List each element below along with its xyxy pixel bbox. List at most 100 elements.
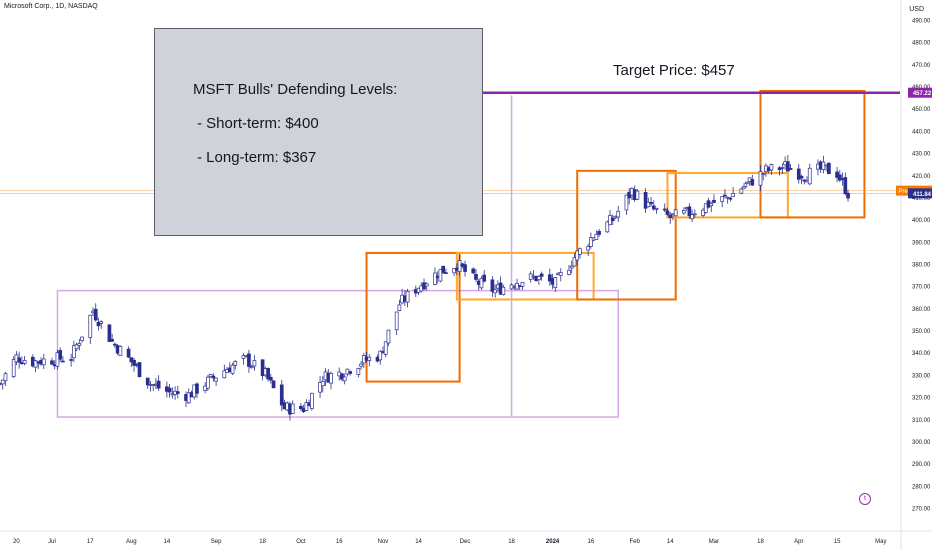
candle-up — [520, 282, 525, 287]
candle-up — [0, 379, 5, 385]
symbol-title: Microsoft Corp., 1D, NASDAQ — [4, 3, 98, 10]
x-tick-label: Mar — [709, 539, 719, 545]
candle-up — [99, 321, 104, 324]
zone-box — [56, 289, 619, 418]
candle-down — [799, 175, 804, 179]
candle-down — [271, 380, 276, 389]
candle-up — [342, 376, 347, 382]
y-tick-label: 350.00 — [912, 329, 931, 335]
x-tick-label: 18 — [757, 539, 764, 545]
candle-down — [846, 192, 850, 199]
candle-up — [386, 329, 391, 344]
candle-down — [651, 205, 656, 210]
candle-up — [553, 277, 558, 289]
candle-down — [107, 324, 112, 342]
x-tick-label: Jul — [48, 539, 56, 545]
candle-up — [424, 283, 429, 287]
y-tick-label: 470.00 — [912, 63, 931, 69]
zone-box — [759, 89, 866, 219]
candle-up — [769, 164, 774, 171]
candle-down — [260, 359, 265, 377]
candle-up — [206, 376, 210, 389]
candle-up — [186, 392, 191, 404]
candle-down — [145, 377, 150, 386]
candle-down — [348, 371, 353, 374]
candle-up — [558, 272, 563, 276]
candle-up — [405, 291, 410, 303]
y-tick-label: 430.00 — [912, 152, 931, 158]
y-tick-label: 490.00 — [912, 19, 931, 25]
y-tick-label: 330.00 — [912, 373, 931, 379]
candle-down — [113, 343, 117, 346]
candle-up — [739, 188, 744, 194]
candle-up — [214, 377, 218, 382]
candle-up — [575, 250, 580, 261]
tradingview-logo-icon[interactable]: t — [859, 493, 871, 505]
candle-up — [578, 248, 582, 255]
candle-up — [479, 277, 484, 289]
candle-up — [11, 359, 16, 377]
y-tick-label: 400.00 — [912, 218, 931, 224]
y-tick-label: 380.00 — [912, 263, 931, 269]
candle-down — [17, 357, 21, 363]
candle-up — [720, 196, 725, 202]
candle-up — [233, 361, 238, 366]
candle-down — [441, 265, 446, 274]
note-title: MSFT Bulls' Defending Levels: — [193, 81, 398, 98]
y-tick-label: 310.00 — [912, 418, 931, 424]
candle-down — [649, 202, 653, 205]
candle-down — [129, 357, 134, 363]
candle-up — [692, 213, 697, 216]
candle-up — [567, 269, 571, 275]
candle-down — [463, 264, 467, 272]
candle-down — [539, 273, 544, 277]
candle-up — [605, 221, 610, 233]
candle-up — [3, 373, 8, 382]
candle-up — [356, 367, 361, 375]
candle-down — [444, 272, 448, 274]
candle-up — [703, 203, 708, 213]
candle-down — [156, 380, 161, 389]
y-tick-label: 280.00 — [912, 484, 931, 490]
candle-down — [482, 274, 487, 282]
y-tick-label: 290.00 — [912, 462, 931, 468]
candle-down — [662, 208, 667, 211]
candle-up — [646, 202, 651, 208]
x-tick-label: 16 — [336, 539, 343, 545]
candle-down — [126, 348, 131, 358]
candle-down — [610, 217, 615, 222]
x-tick-label: 16 — [588, 539, 595, 545]
candle-down — [827, 162, 831, 175]
candle-down — [643, 192, 648, 209]
candle-down — [785, 161, 790, 172]
candle-down — [788, 168, 793, 170]
y-tick-label: 410.00 — [912, 196, 931, 202]
y-tick-label: 480.00 — [912, 41, 931, 47]
candle-up — [731, 193, 735, 197]
note-box[interactable]: MSFT Bulls' Defending Levels: - Short-te… — [154, 28, 483, 236]
candle-down — [837, 174, 842, 181]
x-tick-label: Dec — [460, 539, 471, 545]
candle-down — [687, 206, 692, 217]
note-long-term: - Long-term: $367 — [197, 149, 317, 166]
candle-down — [299, 405, 303, 410]
candle-up — [594, 233, 599, 240]
x-tick-label: 14 — [667, 539, 674, 545]
candle-up — [537, 276, 541, 280]
candle-up — [329, 373, 333, 384]
candle-up — [761, 173, 766, 176]
candle-up — [241, 355, 246, 359]
zone-box — [455, 251, 595, 301]
candle-up — [252, 360, 257, 367]
candle-up — [77, 343, 82, 346]
candle-down — [723, 194, 727, 197]
candle-down — [69, 359, 73, 361]
x-tick-label: Apr — [794, 539, 803, 545]
x-tick-label: May — [875, 539, 886, 545]
y-tick-label: 300.00 — [912, 440, 931, 446]
candle-up — [318, 382, 322, 393]
candle-up — [673, 209, 678, 217]
candle-down — [195, 383, 199, 394]
